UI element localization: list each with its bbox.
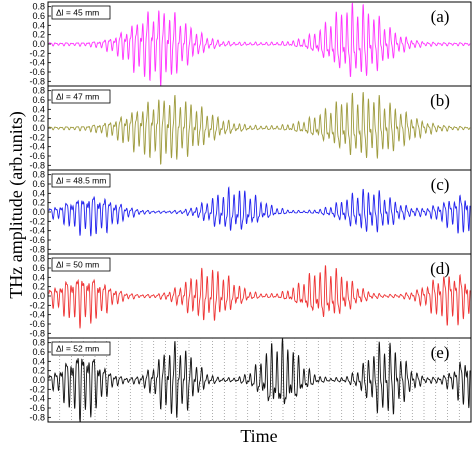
y-tick-label: 0.8: [32, 338, 45, 348]
y-tick-label: -0.8: [29, 76, 45, 86]
panel-letter: (c): [431, 175, 450, 194]
y-tick-label: -0.6: [29, 151, 45, 161]
y-tick-label: -0.2: [29, 48, 45, 58]
y-tick-label: 0.6: [32, 347, 45, 357]
delta-l-box: [51, 5, 111, 20]
y-tick-label: -0.4: [29, 310, 45, 320]
delta-l-label: Δl = 52 mm: [51, 341, 111, 356]
y-tick-label: 0.8: [32, 170, 45, 180]
y-tick-label: -0.4: [29, 226, 45, 236]
delta-l-label: Δl = 50 mm: [51, 257, 111, 272]
y-tick-label: -0.8: [29, 244, 45, 254]
panel-5: 0.80.60.40.20.0-0.2-0.4-0.6-0.8 Δl = 52 m…: [29, 337, 472, 423]
y-tick-label: 0.6: [32, 179, 45, 189]
delta-l-box: [51, 173, 111, 188]
y-tick-label: 0.2: [32, 198, 45, 208]
delta-l-box: [51, 257, 111, 272]
panel-4: 0.80.60.40.20.0-0.2-0.4-0.6-0.8 Δl = 50 m…: [29, 253, 472, 339]
y-tick-label: -0.6: [29, 67, 45, 77]
y-tick-label: -0.2: [29, 132, 45, 142]
y-tick-label: 0.0: [32, 123, 45, 133]
delta-l-text: Δl = 50 mm: [56, 260, 99, 270]
y-axis-title: THz amplitude (arb.units): [6, 111, 27, 298]
y-tick-label: 0.6: [32, 263, 45, 273]
delta-l-label: Δl = 48.5 mm: [51, 173, 111, 188]
signal-trace: [48, 92, 471, 165]
y-tick-label: 0.0: [32, 207, 45, 217]
panel-letter: (a): [431, 7, 450, 26]
delta-l-text: Δl = 52 mm: [56, 344, 99, 354]
y-tick-label: 0.2: [32, 366, 45, 376]
y-tick-label: 0.4: [32, 20, 45, 30]
panel-letter: (e): [431, 343, 450, 362]
x-axis-title: Time: [240, 426, 277, 446]
delta-l-label: Δl = 45 mm: [51, 5, 111, 20]
y-tick-label: 0.0: [32, 39, 45, 49]
y-tick-label: -0.6: [29, 319, 45, 329]
delta-l-box: [51, 89, 111, 104]
y-tick-label: 0.4: [32, 356, 45, 366]
y-tick-label: 0.4: [32, 272, 45, 282]
panel-letter: (b): [430, 91, 450, 110]
signal-trace: [48, 2, 471, 86]
y-tick-label: -0.8: [29, 412, 45, 422]
panel-2: 0.80.60.40.20.0-0.2-0.4-0.6-0.8 Δl = 47 m…: [29, 85, 472, 171]
signal-trace: [48, 338, 471, 422]
y-tick-label: 0.8: [32, 86, 45, 96]
y-tick-label: 0.6: [32, 95, 45, 105]
y-tick-label: -0.4: [29, 394, 45, 404]
delta-l-label: Δl = 47 mm: [51, 89, 111, 104]
y-tick-label: 0.0: [32, 291, 45, 301]
delta-l-text: Δl = 45 mm: [56, 8, 99, 18]
y-tick-label: 0.2: [32, 30, 45, 40]
y-tick-label: 0.6: [32, 11, 45, 21]
y-tick-label: -0.6: [29, 403, 45, 413]
panel-letter: (d): [430, 259, 450, 278]
y-tick-label: -0.4: [29, 58, 45, 68]
y-tick-label: -0.2: [29, 216, 45, 226]
y-tick-label: 0.2: [32, 282, 45, 292]
delta-l-text: Δl = 48.5 mm: [56, 176, 106, 186]
delta-l-box: [51, 341, 111, 356]
y-tick-label: 0.8: [32, 2, 45, 12]
y-tick-label: -0.8: [29, 160, 45, 170]
y-tick-label: 0.4: [32, 188, 45, 198]
y-tick-label: 0.8: [32, 254, 45, 264]
panels: 0.80.60.40.20.0-0.2-0.4-0.6-0.8Δl = 45 m…: [29, 1, 472, 423]
y-tick-label: 0.2: [32, 114, 45, 124]
panel-3: 0.80.60.40.20.0-0.2-0.4-0.6-0.8 Δl = 48.5…: [29, 169, 472, 255]
y-tick-label: 0.4: [32, 104, 45, 114]
signal-trace: [48, 265, 471, 329]
y-tick-label: -0.2: [29, 384, 45, 394]
y-tick-label: -0.2: [29, 300, 45, 310]
y-tick-label: -0.8: [29, 328, 45, 338]
panel-1: 0.80.60.40.20.0-0.2-0.4-0.6-0.8 Δl = 45 m…: [29, 1, 472, 87]
y-tick-label: 0.0: [32, 375, 45, 385]
y-tick-label: -0.4: [29, 142, 45, 152]
y-tick-label: -0.6: [29, 235, 45, 245]
signal-trace: [48, 186, 471, 237]
delta-l-text: Δl = 47 mm: [56, 92, 99, 102]
